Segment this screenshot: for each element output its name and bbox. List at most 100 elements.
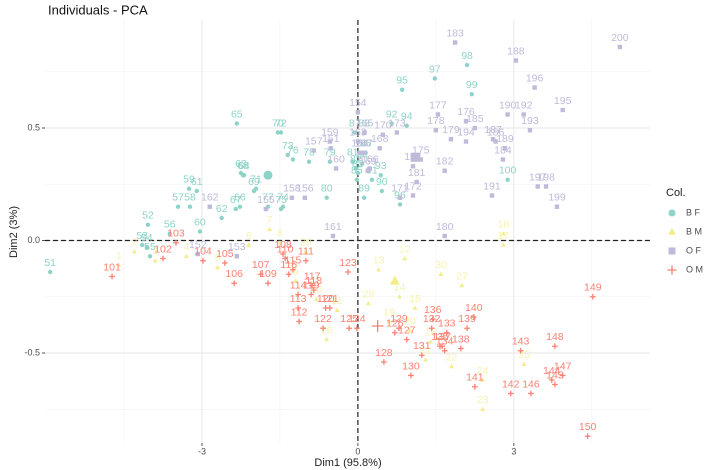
point	[131, 249, 137, 254]
point	[521, 361, 527, 367]
point-label: 151	[322, 133, 340, 145]
point	[412, 305, 418, 310]
point-label: 64	[238, 160, 250, 172]
point	[402, 255, 408, 261]
point	[320, 325, 326, 332]
point	[399, 87, 405, 92]
point-label: 81	[347, 147, 359, 159]
legend-key	[668, 247, 676, 255]
point	[463, 119, 469, 124]
point-label: 130	[402, 360, 420, 372]
point	[282, 255, 288, 262]
point	[410, 164, 416, 169]
point	[443, 329, 450, 336]
point	[435, 112, 441, 117]
point-label: 25	[518, 349, 530, 361]
point	[361, 150, 367, 155]
point-label: 95	[396, 75, 408, 87]
point	[183, 253, 189, 259]
x-tick-label: -3	[198, 446, 206, 456]
x-tick-label: 3	[511, 446, 516, 456]
point-label: 181	[408, 167, 426, 179]
point-label: 147	[554, 360, 572, 372]
point-label: 180	[436, 221, 454, 233]
point-label: 4	[183, 241, 189, 253]
point-label: 115	[285, 255, 302, 267]
point	[326, 305, 333, 311]
point	[365, 300, 371, 306]
point	[186, 186, 192, 191]
point	[139, 242, 145, 248]
point-label: 83	[352, 158, 364, 170]
point-label: 192	[515, 99, 533, 111]
point	[493, 139, 498, 144]
point	[379, 188, 385, 194]
point-label: 161	[324, 221, 342, 233]
point-label: 92	[386, 108, 398, 120]
point	[328, 146, 334, 151]
point	[350, 159, 355, 164]
point-label: 124	[348, 313, 366, 325]
point-label: 158	[283, 183, 301, 195]
point	[353, 325, 360, 332]
point	[355, 110, 361, 115]
point-label: 155	[257, 194, 275, 206]
point	[403, 336, 410, 343]
point	[361, 195, 367, 200]
point	[152, 258, 158, 263]
point	[352, 130, 357, 135]
point	[535, 184, 540, 189]
point	[480, 377, 486, 382]
point-label: 185	[466, 113, 484, 125]
point-label: 170	[374, 120, 392, 132]
point-label: 142	[502, 378, 520, 390]
point	[428, 339, 434, 344]
point-label: 52	[142, 210, 154, 222]
point	[231, 280, 238, 287]
point-label: 72	[275, 117, 287, 129]
point	[429, 316, 436, 323]
point	[234, 254, 239, 259]
point-label: 162	[201, 192, 219, 204]
point-label: 166	[361, 153, 379, 165]
point-label: 112	[291, 306, 308, 318]
point	[471, 383, 478, 390]
point	[507, 390, 514, 397]
centroid	[263, 170, 273, 180]
point-label: 14	[394, 282, 406, 294]
point-label: 17	[498, 230, 510, 242]
point-label: 75	[275, 194, 287, 206]
point-label: 154	[349, 97, 367, 109]
y-tick-label: 0.5	[27, 122, 40, 132]
point	[296, 318, 303, 325]
point-label: 110	[277, 243, 294, 255]
point	[233, 206, 238, 212]
point	[464, 62, 470, 68]
point-label: 182	[436, 156, 454, 168]
point	[197, 229, 203, 234]
point	[309, 282, 316, 289]
point	[449, 363, 454, 369]
point-label: 186	[487, 126, 505, 138]
point-label: 138	[452, 333, 470, 345]
point	[145, 222, 151, 227]
point-label: 122	[314, 313, 332, 325]
point-label: 21	[420, 345, 432, 357]
point-label: 102	[154, 243, 172, 255]
point-label: 85	[351, 165, 363, 177]
point-label: 74	[277, 192, 289, 204]
point	[265, 280, 271, 287]
point	[246, 242, 252, 247]
point	[528, 390, 534, 397]
point-label: 187	[484, 124, 502, 136]
point	[404, 123, 409, 128]
point	[334, 307, 340, 313]
point-label: 94	[401, 111, 413, 123]
point-label: 65	[231, 108, 243, 120]
point	[175, 204, 181, 209]
legend-label: B M	[686, 226, 702, 236]
point-label: 88	[358, 117, 370, 129]
point	[109, 273, 115, 280]
point-label: 103	[167, 228, 185, 240]
